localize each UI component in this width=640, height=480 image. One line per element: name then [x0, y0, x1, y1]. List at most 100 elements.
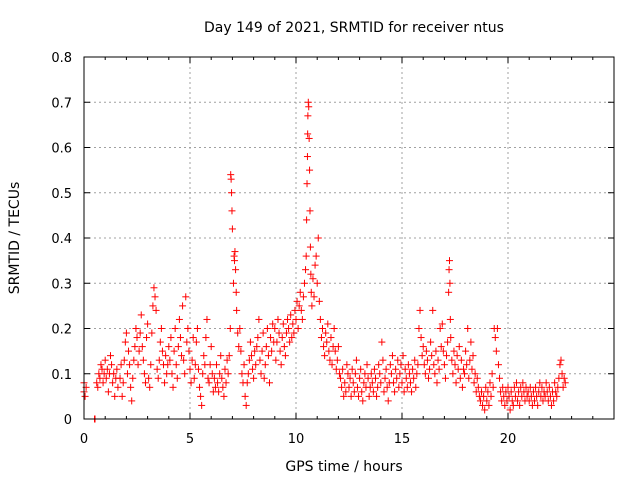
data-point — [186, 365, 194, 373]
data-point — [443, 352, 451, 360]
data-point — [94, 383, 102, 391]
data-point — [255, 315, 263, 323]
data-point — [247, 352, 255, 360]
data-point — [560, 374, 568, 382]
data-point — [242, 401, 250, 409]
data-point — [268, 347, 276, 355]
data-point — [150, 284, 158, 292]
data-point — [145, 374, 153, 382]
data-point — [181, 370, 189, 378]
data-point — [272, 356, 280, 364]
data-point — [328, 361, 336, 369]
data-point — [459, 365, 467, 373]
data-point — [299, 293, 307, 301]
data-point — [464, 325, 472, 332]
data-point — [466, 356, 474, 364]
data-point — [471, 370, 479, 378]
data-point — [550, 397, 558, 405]
data-point — [448, 356, 456, 364]
data-point — [376, 370, 384, 378]
data-point — [190, 374, 198, 382]
data-point — [282, 329, 290, 337]
data-point — [367, 370, 375, 378]
data-point — [363, 361, 371, 369]
data-point — [143, 334, 151, 342]
data-point — [506, 406, 514, 414]
data-point — [233, 306, 241, 314]
data-point — [547, 401, 555, 409]
data-point — [453, 352, 461, 360]
data-point — [312, 252, 320, 260]
data-point — [205, 379, 213, 387]
data-point — [558, 370, 566, 378]
data-point — [171, 325, 179, 332]
data-point — [405, 370, 413, 378]
axis-ticks: 0 0.1 0.2 0.3 0.4 0.5 0.6 0.7 0.8 0 5 10 15 20 — [51, 51, 614, 447]
data-point — [307, 270, 315, 278]
data-point — [229, 279, 237, 287]
data-point — [162, 352, 170, 360]
data-point — [430, 361, 438, 369]
data-point — [483, 397, 491, 405]
data-point — [364, 374, 372, 382]
data-point — [178, 352, 186, 360]
data-point — [118, 392, 126, 400]
data-point — [279, 320, 287, 328]
y-tick-label: 0.3 — [51, 277, 72, 292]
data-point — [196, 383, 204, 391]
data-point — [463, 361, 471, 369]
data-point — [99, 379, 107, 387]
data-point — [191, 361, 199, 369]
data-point — [556, 361, 564, 369]
data-point — [280, 343, 288, 351]
data-point — [320, 343, 328, 351]
data-point — [351, 370, 359, 378]
y-tick-label: 0.8 — [51, 51, 72, 66]
data-point — [421, 370, 429, 378]
data-point — [334, 343, 342, 351]
data-point — [488, 370, 496, 378]
data-point — [216, 370, 224, 378]
data-point — [175, 315, 183, 323]
data-point — [266, 379, 273, 387]
data-point — [134, 361, 142, 369]
data-point — [343, 361, 351, 369]
data-point — [108, 361, 116, 369]
data-point — [220, 392, 228, 400]
data-point — [469, 352, 477, 360]
data-point — [311, 261, 319, 269]
data-point — [462, 347, 470, 355]
data-point — [546, 392, 554, 400]
data-point — [441, 374, 449, 382]
data-point — [228, 225, 236, 233]
data-point — [102, 374, 110, 382]
data-point — [373, 392, 381, 400]
data-point — [232, 266, 240, 274]
data-point — [243, 379, 251, 387]
data-point — [482, 383, 490, 391]
data-point — [428, 352, 436, 360]
data-point — [291, 306, 299, 314]
data-point — [493, 325, 501, 332]
data-point — [189, 334, 197, 342]
x-tick-label: 5 — [186, 432, 194, 447]
data-point — [404, 361, 412, 369]
data-point — [314, 234, 322, 242]
data-point — [226, 325, 234, 332]
data-point — [185, 347, 193, 355]
data-point — [305, 103, 313, 111]
data-point — [445, 257, 453, 265]
data-point — [294, 325, 302, 332]
data-point — [445, 266, 453, 274]
data-point — [319, 325, 326, 332]
data-point — [332, 365, 340, 373]
data-point — [552, 388, 560, 396]
data-point — [412, 383, 420, 391]
data-point — [234, 329, 242, 337]
data-point — [438, 320, 446, 328]
data-point — [347, 392, 355, 400]
chart-title: Day 149 of 2021, SRMTID for receiver ntu… — [204, 20, 504, 36]
data-point — [292, 315, 300, 323]
data-point — [349, 379, 357, 387]
y-tick-label: 0.2 — [51, 323, 72, 338]
